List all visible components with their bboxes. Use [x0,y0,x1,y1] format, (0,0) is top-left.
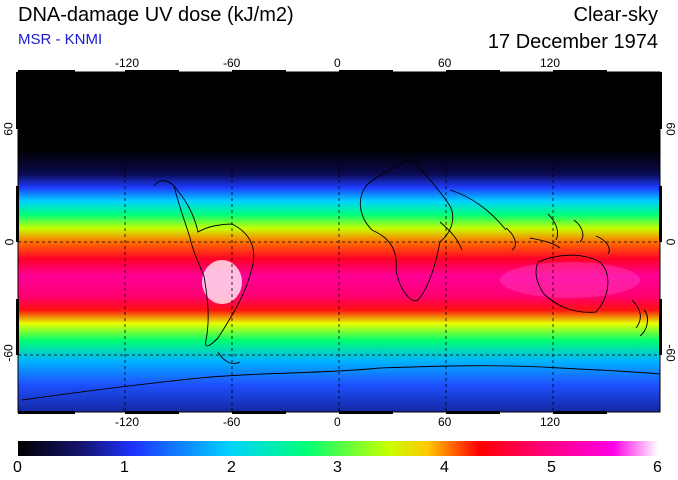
coastlines [21,157,661,401]
sky-condition: Clear-sky [573,4,658,26]
graticule [18,72,660,412]
lon-tick-top-4: 120 [540,56,561,70]
lon-tick-bottom-3: 60 [438,415,452,429]
lon-tick-bottom-2: 0 [334,415,341,429]
frame-ticks [16,70,662,414]
lon-tick-bottom-1: -60 [223,415,241,429]
lon-tick-top-1: -60 [223,56,241,70]
colorbar-label-5: 5 [547,459,556,476]
lon-tick-top-0: -120 [115,56,140,70]
lon-tick-bottom-4: 120 [540,415,561,429]
map-date: 17 December 1974 [487,31,658,53]
colorbar-label-3: 3 [333,459,342,476]
map-title: DNA-damage UV dose (kJ/m2) [18,4,294,26]
lon-tick-top-2: 0 [334,56,341,70]
colorbar [18,441,658,456]
colorbar-label-0: 0 [13,459,22,476]
australia-highlight [500,262,640,298]
colorbar-label-1: 1 [120,459,129,476]
colorbar-label-2: 2 [227,459,236,476]
source-label: MSR - KNMI [18,31,103,48]
lon-tick-top-3: 60 [438,56,452,70]
andes-highlight [202,260,242,304]
colorbar-label-6: 6 [653,459,662,476]
colorbar-label-4: 4 [440,459,449,476]
lon-tick-bottom-0: -120 [115,415,140,429]
